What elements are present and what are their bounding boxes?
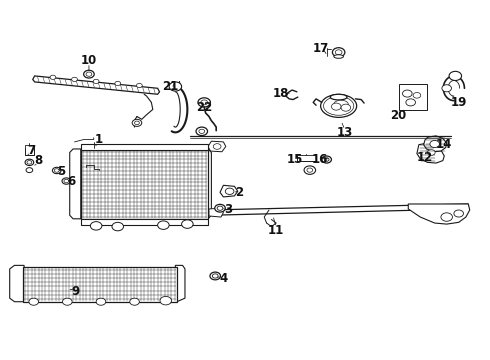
Text: 3: 3 — [224, 203, 232, 216]
Text: 9: 9 — [72, 285, 80, 298]
Polygon shape — [208, 149, 211, 219]
Circle shape — [304, 166, 316, 174]
Circle shape — [198, 98, 210, 107]
Text: 18: 18 — [273, 87, 289, 100]
Circle shape — [335, 50, 342, 55]
Text: 17: 17 — [312, 42, 328, 55]
Bar — [399, 84, 427, 110]
Circle shape — [442, 85, 451, 92]
Circle shape — [135, 121, 139, 125]
Ellipse shape — [334, 100, 348, 108]
Text: 22: 22 — [196, 101, 212, 114]
Circle shape — [331, 103, 341, 110]
Circle shape — [54, 169, 59, 172]
Bar — [81, 219, 208, 225]
Circle shape — [307, 168, 313, 172]
Polygon shape — [209, 208, 223, 217]
Circle shape — [63, 298, 72, 305]
Circle shape — [332, 48, 345, 57]
Circle shape — [441, 213, 452, 221]
Circle shape — [26, 168, 33, 172]
Text: 8: 8 — [34, 154, 43, 167]
Circle shape — [96, 298, 106, 305]
Circle shape — [84, 70, 94, 78]
Bar — [23, 267, 177, 302]
Circle shape — [215, 204, 225, 212]
Circle shape — [25, 159, 34, 166]
Circle shape — [201, 100, 208, 105]
Ellipse shape — [330, 94, 347, 100]
Text: 15: 15 — [286, 153, 303, 166]
Circle shape — [93, 79, 99, 84]
Circle shape — [402, 90, 412, 97]
Circle shape — [406, 99, 416, 106]
Circle shape — [29, 298, 39, 305]
Circle shape — [430, 140, 440, 148]
Text: 16: 16 — [311, 153, 328, 166]
Circle shape — [90, 222, 102, 230]
Circle shape — [64, 179, 69, 183]
Polygon shape — [33, 76, 160, 94]
Circle shape — [62, 178, 71, 184]
Text: 2: 2 — [235, 186, 244, 199]
Circle shape — [217, 206, 223, 210]
Circle shape — [225, 188, 234, 194]
Circle shape — [413, 93, 421, 98]
Polygon shape — [70, 149, 81, 219]
Circle shape — [427, 150, 435, 155]
Circle shape — [52, 167, 61, 174]
Ellipse shape — [320, 94, 357, 117]
Circle shape — [130, 298, 139, 305]
Circle shape — [341, 104, 351, 111]
Circle shape — [86, 72, 92, 76]
Text: 11: 11 — [268, 224, 284, 237]
Circle shape — [454, 210, 464, 217]
Text: 10: 10 — [81, 54, 97, 67]
Circle shape — [112, 222, 123, 231]
Ellipse shape — [323, 96, 354, 115]
Circle shape — [27, 161, 32, 164]
Text: 14: 14 — [436, 138, 452, 151]
Text: 7: 7 — [27, 144, 35, 157]
Ellipse shape — [334, 55, 343, 58]
Text: 6: 6 — [67, 175, 75, 188]
Circle shape — [50, 75, 56, 80]
Polygon shape — [10, 265, 24, 302]
Circle shape — [449, 71, 462, 81]
Bar — [81, 150, 208, 219]
Polygon shape — [220, 185, 238, 197]
Circle shape — [160, 296, 172, 305]
Polygon shape — [417, 143, 444, 163]
Circle shape — [199, 129, 205, 134]
Circle shape — [158, 221, 169, 229]
Bar — [81, 144, 208, 150]
Text: 5: 5 — [57, 165, 66, 178]
Circle shape — [137, 84, 142, 87]
Circle shape — [132, 119, 142, 126]
Circle shape — [212, 274, 218, 278]
Circle shape — [324, 158, 329, 161]
Text: 19: 19 — [450, 96, 467, 109]
Circle shape — [213, 144, 221, 149]
Circle shape — [196, 127, 208, 136]
Text: 13: 13 — [337, 126, 353, 139]
Text: 21: 21 — [163, 80, 179, 93]
Circle shape — [115, 81, 121, 86]
Circle shape — [72, 77, 77, 81]
Polygon shape — [408, 204, 470, 224]
Text: 4: 4 — [219, 272, 227, 285]
Text: 20: 20 — [391, 109, 407, 122]
Polygon shape — [175, 265, 185, 302]
Polygon shape — [424, 136, 447, 152]
Circle shape — [182, 220, 193, 228]
Text: 1: 1 — [95, 133, 102, 146]
Circle shape — [322, 156, 331, 163]
Text: 12: 12 — [417, 150, 433, 163]
Polygon shape — [209, 204, 468, 215]
Polygon shape — [208, 141, 226, 152]
Circle shape — [210, 272, 220, 280]
Circle shape — [169, 82, 182, 91]
